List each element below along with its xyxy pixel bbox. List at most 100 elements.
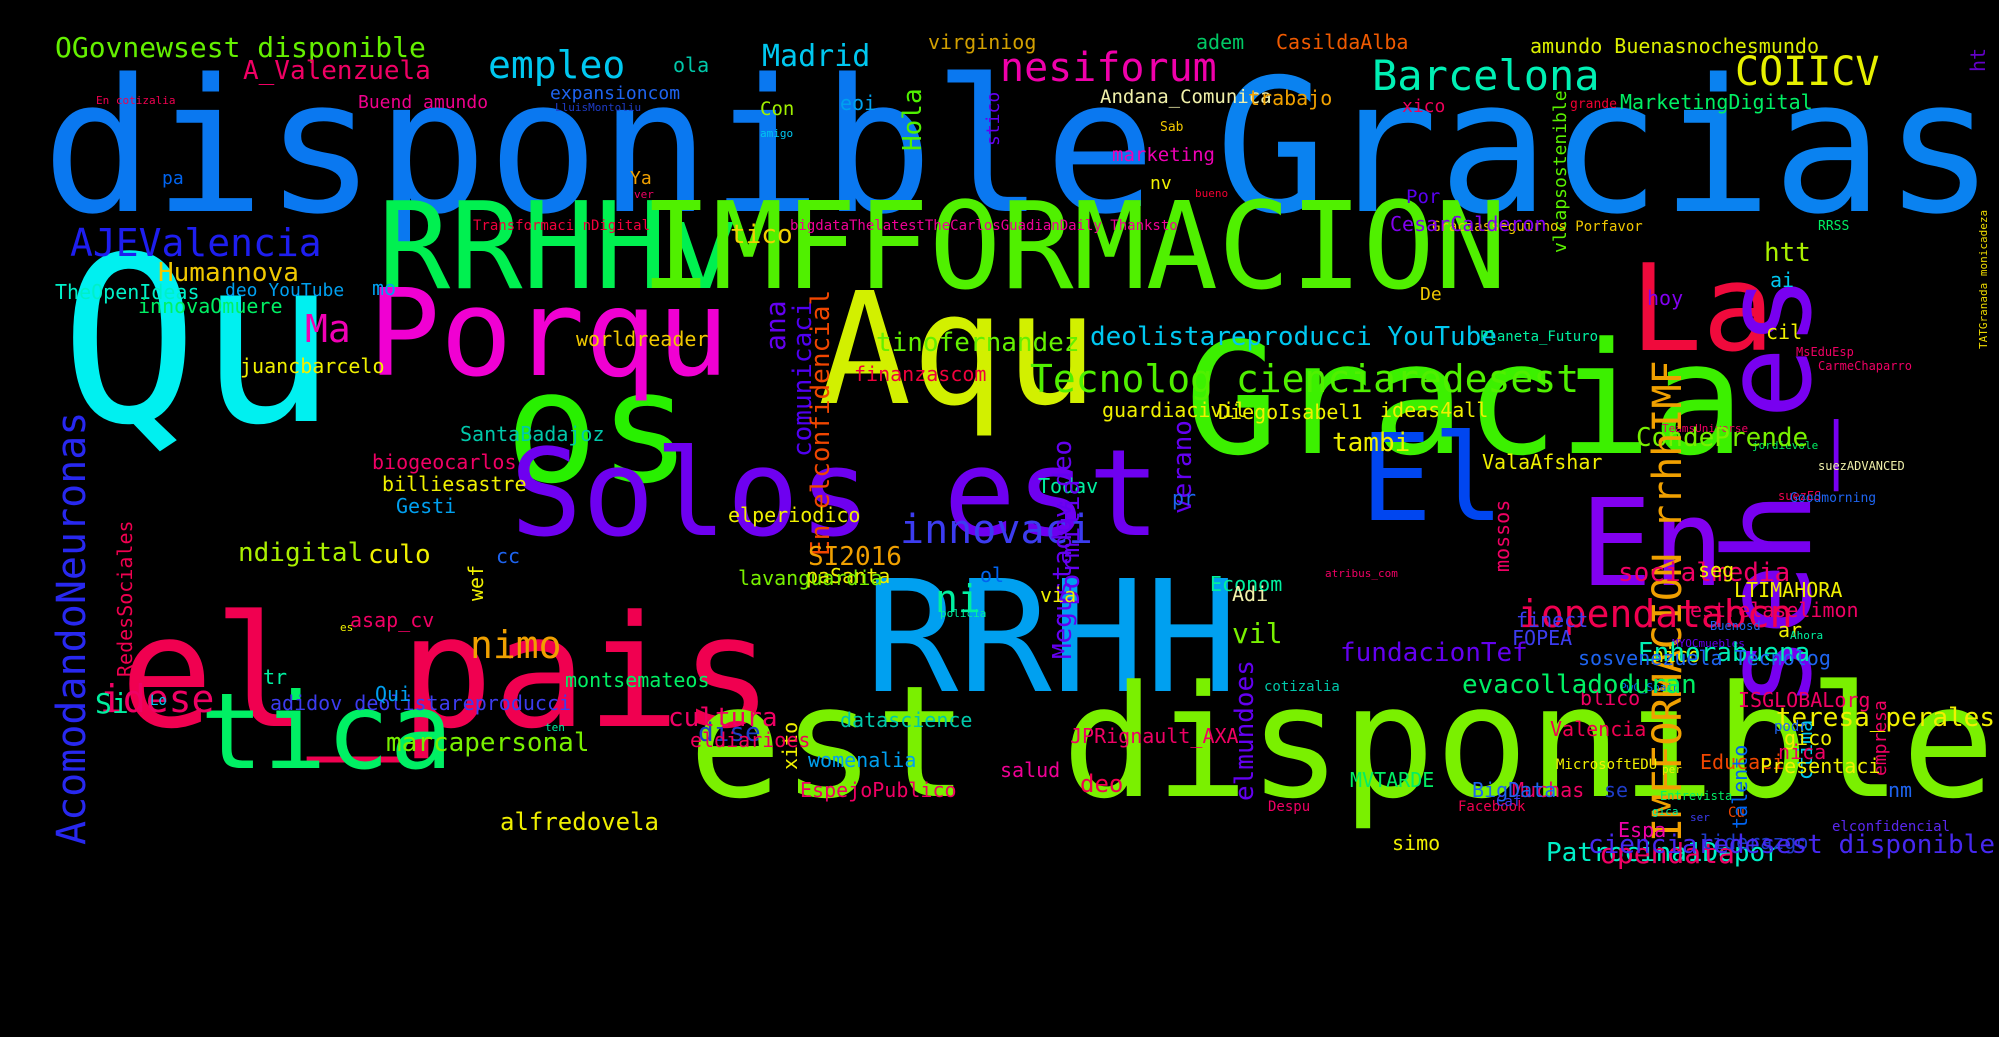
cloud-word: vil xyxy=(1232,617,1283,650)
cloud-word: sosvenezuela Tecnolog xyxy=(1578,646,1831,670)
cloud-word: gico xyxy=(1784,726,1833,750)
cloud-word: Andana_Comunica xyxy=(1100,86,1272,108)
cloud-word: deo YouTube xyxy=(225,280,345,301)
cloud-word: blico xyxy=(1580,686,1641,710)
cloud-word: policia xyxy=(940,607,987,620)
cloud-word: se xyxy=(1604,778,1629,802)
cloud-word: htt xyxy=(1764,238,1811,268)
cloud-word: ht xyxy=(1966,47,1990,72)
cloud-word: EspejoPublico xyxy=(800,778,957,802)
cloud-word: Gracias xyxy=(1215,39,1995,255)
cloud-word: opendata xyxy=(1600,837,1735,870)
cloud-word: Qu xyxy=(60,209,337,476)
cloud-word: via xyxy=(1040,583,1077,607)
cloud-word: os xyxy=(505,337,692,518)
cloud-word: MicrosoftEDU xyxy=(1556,757,1658,773)
cloud-word: Adi xyxy=(1232,582,1269,606)
cloud-word: TeamsUniverse xyxy=(1662,422,1749,435)
cloud-word: IMFFORMACION xyxy=(640,178,1507,317)
cloud-word: La xyxy=(1630,240,1775,379)
cloud-word: ideas4all xyxy=(1380,398,1489,422)
cloud-word: alfredovela xyxy=(500,808,659,836)
cloud-word: tinofernandez xyxy=(876,328,1080,358)
cloud-word: est disponible xyxy=(688,652,1995,833)
cloud-word: A_Valenzuela xyxy=(243,56,431,86)
cloud-word: MYOCmuebles xyxy=(1672,637,1745,650)
cloud-word: ser xyxy=(1690,811,1710,824)
cloud-word: RRHH xyxy=(865,547,1239,728)
cloud-word: En xyxy=(1580,475,1725,614)
cloud-word: ola xyxy=(673,53,710,77)
cloud-word: iopendatabcn xyxy=(1518,592,1793,636)
cloud-word: fundacionTef xyxy=(1340,638,1528,668)
cloud-word: socialmedia xyxy=(1618,558,1791,588)
cloud-word: Buend amundo xyxy=(358,92,489,113)
cloud-word: Lo xyxy=(150,693,167,709)
cloud-word: ValaAfshar xyxy=(1482,450,1603,474)
cloud-word: De xyxy=(1420,284,1442,305)
cloud-word: Con xyxy=(760,98,795,120)
cloud-word: ana xyxy=(759,300,792,351)
cloud-word: Ahora xyxy=(1790,629,1824,642)
cloud-word: el_pais xyxy=(120,582,774,763)
cloud-word: Planeta_Futuro xyxy=(1480,329,1599,345)
cloud-word: Entrevista xyxy=(1660,789,1733,803)
cloud-word: ni xyxy=(935,577,981,621)
cloud-word: suezADVANCED xyxy=(1818,459,1905,473)
cloud-word: LluisMontoliu xyxy=(555,101,642,114)
cloud-word: salud xyxy=(1000,758,1061,782)
cloud-word: stico xyxy=(983,91,1004,146)
cloud-word: Solos est xyxy=(510,425,1161,564)
cloud-word: datascience xyxy=(840,708,973,732)
cloud-word: Si xyxy=(95,687,129,720)
cloud-word: Sab xyxy=(1160,120,1184,135)
cloud-word: nico xyxy=(1652,643,1701,667)
cloud-word: ndigital xyxy=(238,538,364,568)
cloud-word: guardiacivil xyxy=(1102,398,1247,422)
cloud-word: seg xyxy=(1698,558,1735,582)
cloud-word: FOPEA xyxy=(1512,626,1573,650)
cloud-word: tica xyxy=(200,671,453,793)
cloud-word: Todav xyxy=(1038,474,1099,498)
cloud-word: El xyxy=(1360,410,1505,549)
cloud-word: Tecnolog cienciaredesest xyxy=(1030,357,1580,401)
cloud-word: simo xyxy=(1392,831,1441,855)
cloud-word: mossos xyxy=(1490,499,1514,572)
cloud-word: AJEValencia xyxy=(70,221,322,265)
cloud-word: tr xyxy=(263,665,288,689)
cloud-word: tico xyxy=(730,220,793,250)
cloud-word: Espa xyxy=(1618,818,1667,842)
cloud-word: estrelaselimon xyxy=(1690,598,1859,622)
cloud-word: deo xyxy=(1080,770,1124,798)
cloud-word: evacolladoduran xyxy=(1462,670,1697,700)
cloud-word: disponible xyxy=(42,39,1156,255)
cloud-word: ten xyxy=(545,721,565,734)
cloud-word: Buenosd xyxy=(1710,619,1761,633)
cloud-word: innovaci xyxy=(900,507,1093,553)
cloud-word: Barcelona xyxy=(1372,51,1600,100)
cloud-word: Aqu xyxy=(818,259,1098,440)
cloud-word: RRSS xyxy=(1818,219,1850,234)
cloud-word: xico xyxy=(1402,96,1446,117)
cloud-word: biogeocarlos xyxy=(372,450,517,474)
cloud-word: Patrocina1Depor xyxy=(1546,838,1781,868)
cloud-word: OGovnewsest disponible xyxy=(55,31,426,64)
cloud-word: finanzascom xyxy=(854,362,987,386)
cloud-word: RRHHv xyxy=(378,178,740,317)
cloud-word: talento xyxy=(1728,744,1752,829)
cloud-word: Goodmorning xyxy=(1790,491,1877,506)
cloud-word: SantaBadajoz xyxy=(460,422,605,446)
cloud-word: cienciaredesest disponible xyxy=(1588,830,1995,860)
cloud-word: Educaci xyxy=(1700,750,1785,774)
cloud-word: empleo xyxy=(488,43,626,87)
cloud-word: cil xyxy=(1766,320,1803,344)
cloud-word: amigo xyxy=(760,127,794,140)
cloud-word: Graciasseguirnos Porfavor xyxy=(1432,219,1643,235)
cloud-word: MarketingDigital xyxy=(1620,90,1813,114)
cloud-word: hoy xyxy=(1647,286,1684,310)
cloud-word: nica xyxy=(1778,740,1827,764)
cloud-word: nimo xyxy=(470,623,562,667)
cloud-word: PwC_Spain xyxy=(1620,681,1680,694)
cloud-word: elperiodico xyxy=(728,503,861,527)
